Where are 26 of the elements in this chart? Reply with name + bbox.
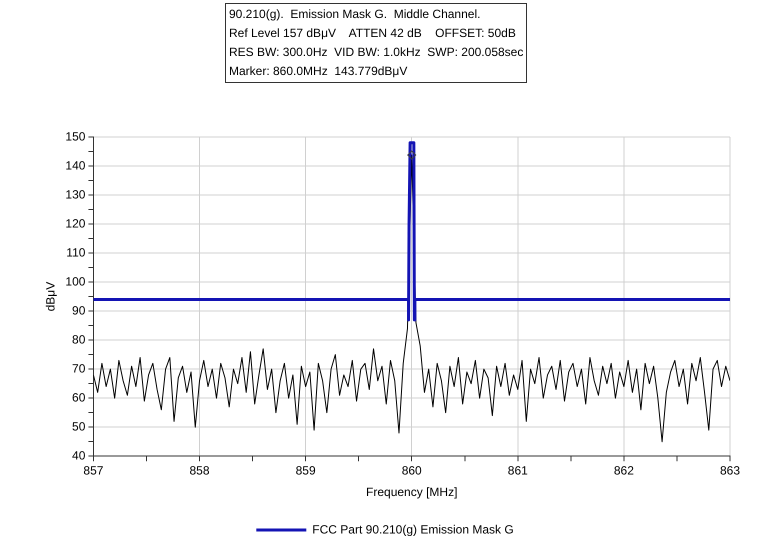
x-tick-label: 858 bbox=[190, 464, 210, 478]
x-tick-label: 859 bbox=[296, 464, 316, 478]
y-tick-label: 150 bbox=[65, 129, 86, 144]
text: RES BW: 300.0Hz VID BW: 1.0kHz SWP: 200.058sec bbox=[229, 44, 524, 61]
legend-label: FCC Part 90.210(g) Emission Mask G bbox=[312, 522, 514, 536]
y-tick-label: 80 bbox=[72, 332, 86, 346]
y-tick-label: 100 bbox=[65, 274, 86, 288]
text: Ref Level 157 dBμV ATTEN 42 dB OFFSET: 50dB bbox=[229, 25, 517, 42]
y-tick-label: 140 bbox=[65, 158, 86, 172]
y-tick-label: 130 bbox=[65, 187, 86, 202]
y-tick-label: 60 bbox=[72, 390, 86, 404]
y-tick-label: 50 bbox=[72, 419, 86, 434]
text: Marker: 860.0MHz 143.779dBμV bbox=[229, 63, 408, 80]
y-tick-label: 70 bbox=[72, 361, 86, 376]
y-tick-label: 120 bbox=[65, 216, 86, 230]
x-axis-title: Frequency [MHz] bbox=[366, 485, 458, 500]
x-tick-label: 861 bbox=[508, 464, 528, 478]
chart-title: 90.210(g). Emission Mask G. Middle Channel. bbox=[229, 6, 482, 23]
x-tick-label: 857 bbox=[83, 464, 104, 478]
y-tick-label: 110 bbox=[66, 245, 86, 260]
x-tick-label: 860 bbox=[402, 464, 422, 478]
x-tick-label: 863 bbox=[720, 464, 740, 478]
y-tick-label: 90 bbox=[72, 303, 86, 318]
x-tick-label: 862 bbox=[614, 464, 634, 478]
y-axis-title: dBμV bbox=[44, 282, 58, 312]
y-tick-label: 40 bbox=[72, 448, 86, 463]
